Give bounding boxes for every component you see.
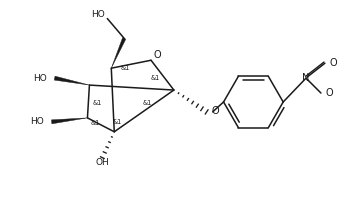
Text: &1: &1	[142, 100, 152, 106]
Text: O: O	[153, 50, 161, 60]
Text: N: N	[303, 73, 310, 83]
Text: O: O	[330, 58, 338, 68]
Text: &1: &1	[150, 75, 160, 81]
Text: O: O	[326, 88, 334, 98]
Text: OH: OH	[95, 158, 109, 167]
Polygon shape	[111, 38, 126, 68]
Text: HO: HO	[30, 117, 44, 126]
Text: &1: &1	[121, 65, 130, 71]
Text: &1: &1	[91, 120, 100, 126]
Polygon shape	[51, 118, 88, 124]
Text: &1: &1	[113, 119, 122, 125]
Text: O: O	[212, 106, 219, 116]
Text: HO: HO	[92, 10, 105, 19]
Text: HO: HO	[33, 74, 47, 83]
Polygon shape	[54, 76, 90, 85]
Text: &1: &1	[93, 100, 102, 106]
